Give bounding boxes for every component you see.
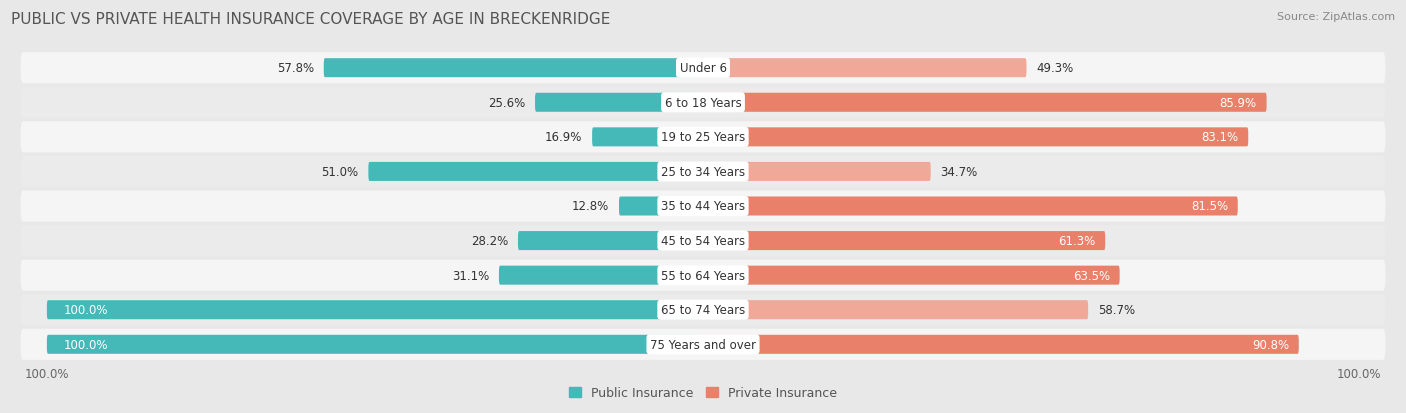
FancyBboxPatch shape [21, 157, 1385, 188]
FancyBboxPatch shape [323, 59, 703, 78]
Text: 100.0%: 100.0% [63, 338, 108, 351]
Text: 65 to 74 Years: 65 to 74 Years [661, 304, 745, 316]
FancyBboxPatch shape [21, 191, 1385, 222]
Text: Source: ZipAtlas.com: Source: ZipAtlas.com [1277, 12, 1395, 22]
Text: 61.3%: 61.3% [1059, 235, 1095, 247]
Text: 31.1%: 31.1% [451, 269, 489, 282]
FancyBboxPatch shape [703, 93, 1267, 112]
FancyBboxPatch shape [703, 301, 1088, 320]
FancyBboxPatch shape [536, 93, 703, 112]
Text: 83.1%: 83.1% [1201, 131, 1239, 144]
Text: 25 to 34 Years: 25 to 34 Years [661, 166, 745, 178]
FancyBboxPatch shape [619, 197, 703, 216]
Text: 49.3%: 49.3% [1036, 62, 1074, 75]
FancyBboxPatch shape [703, 197, 1237, 216]
Text: 63.5%: 63.5% [1073, 269, 1109, 282]
Text: 12.8%: 12.8% [572, 200, 609, 213]
Text: 35 to 44 Years: 35 to 44 Years [661, 200, 745, 213]
FancyBboxPatch shape [21, 225, 1385, 256]
Text: 57.8%: 57.8% [277, 62, 314, 75]
Text: 16.9%: 16.9% [546, 131, 582, 144]
FancyBboxPatch shape [46, 335, 703, 354]
FancyBboxPatch shape [21, 88, 1385, 119]
FancyBboxPatch shape [368, 163, 703, 181]
FancyBboxPatch shape [703, 59, 1026, 78]
Text: 90.8%: 90.8% [1251, 338, 1289, 351]
Text: 25.6%: 25.6% [488, 97, 526, 109]
FancyBboxPatch shape [703, 232, 1105, 250]
FancyBboxPatch shape [21, 294, 1385, 325]
FancyBboxPatch shape [592, 128, 703, 147]
Text: 85.9%: 85.9% [1219, 97, 1257, 109]
Text: 51.0%: 51.0% [322, 166, 359, 178]
Text: 6 to 18 Years: 6 to 18 Years [665, 97, 741, 109]
FancyBboxPatch shape [46, 301, 703, 320]
FancyBboxPatch shape [499, 266, 703, 285]
Text: 34.7%: 34.7% [941, 166, 977, 178]
FancyBboxPatch shape [517, 232, 703, 250]
FancyBboxPatch shape [703, 335, 1299, 354]
FancyBboxPatch shape [21, 260, 1385, 291]
Text: 100.0%: 100.0% [63, 304, 108, 316]
Text: 45 to 54 Years: 45 to 54 Years [661, 235, 745, 247]
FancyBboxPatch shape [703, 163, 931, 181]
FancyBboxPatch shape [703, 266, 1119, 285]
FancyBboxPatch shape [21, 122, 1385, 153]
Text: 75 Years and over: 75 Years and over [650, 338, 756, 351]
Text: 81.5%: 81.5% [1191, 200, 1227, 213]
Text: 58.7%: 58.7% [1098, 304, 1135, 316]
Text: 19 to 25 Years: 19 to 25 Years [661, 131, 745, 144]
Legend: Public Insurance, Private Insurance: Public Insurance, Private Insurance [564, 381, 842, 404]
Text: Under 6: Under 6 [679, 62, 727, 75]
Text: PUBLIC VS PRIVATE HEALTH INSURANCE COVERAGE BY AGE IN BRECKENRIDGE: PUBLIC VS PRIVATE HEALTH INSURANCE COVER… [11, 12, 610, 27]
FancyBboxPatch shape [21, 329, 1385, 360]
FancyBboxPatch shape [703, 128, 1249, 147]
FancyBboxPatch shape [21, 53, 1385, 84]
Text: 55 to 64 Years: 55 to 64 Years [661, 269, 745, 282]
Text: 28.2%: 28.2% [471, 235, 508, 247]
